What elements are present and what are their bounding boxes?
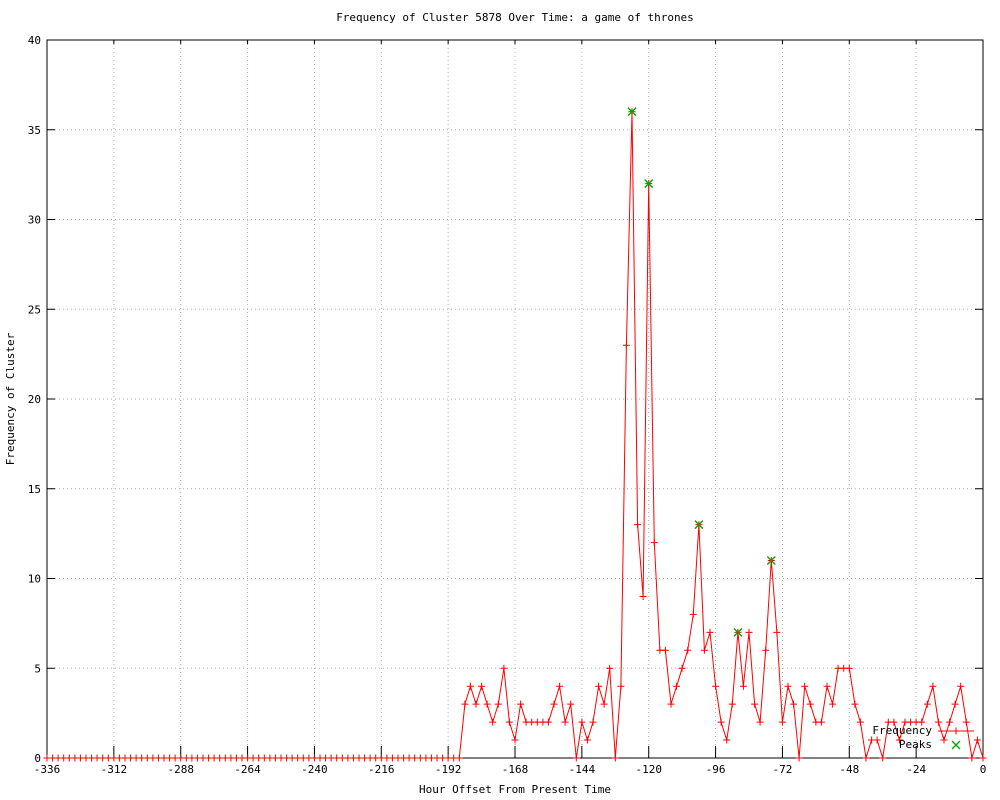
x-tick-label: -336 [34,763,61,776]
x-tick-label: 0 [980,763,987,776]
x-tick-label: -96 [706,763,726,776]
x-tick-labels: -336 -312 -288 -264 -240 -216 -192 -168 -144 -120… [34,763,987,776]
x-tick-label: -312 [101,763,128,776]
legend-label-frequency: Frequency [872,724,932,737]
x-tick-label: -240 [301,763,328,776]
x-tick-label: -288 [167,763,194,776]
legend-peaks-x-sample [951,740,961,750]
y-tick-label: 10 [28,573,41,586]
legend-label-peaks: Peaks [898,738,932,751]
x-tick-label: -192 [435,763,462,776]
y-tick-label: 40 [28,34,41,47]
x-tick-label: -168 [502,763,529,776]
y-tick-label: 5 [34,662,41,675]
x-tick-label: -120 [635,763,662,776]
x-tick-label: -72 [772,763,792,776]
y-axis-label: Frequency of Cluster [4,332,17,466]
frequency-plus-markers [43,108,987,762]
y-tick-label: 0 [34,752,41,765]
y-tick-label: 20 [28,393,41,406]
x-tick-label: -144 [569,763,596,776]
y-tick-label: 30 [28,214,41,227]
legend-samples [938,727,974,750]
x-tick-label: -216 [368,763,395,776]
y-tick-label: 35 [28,124,41,137]
x-axis-label: Hour Offset From Present Time [418,783,612,796]
gridlines [47,40,983,758]
x-tick-label: -264 [234,763,261,776]
y-tick-label: 15 [28,483,41,496]
chart-title: Frequency of Cluster 5878 Over Time: a g… [336,11,694,24]
legend-frequency-plus-sample [952,727,960,735]
y-tick-label: 25 [28,303,41,316]
x-tick-label: -24 [906,763,926,776]
peak-x-markers [627,107,776,637]
y-tick-labels: 0 5 10 15 20 25 30 35 40 [28,34,41,765]
x-tick-label: -48 [839,763,859,776]
